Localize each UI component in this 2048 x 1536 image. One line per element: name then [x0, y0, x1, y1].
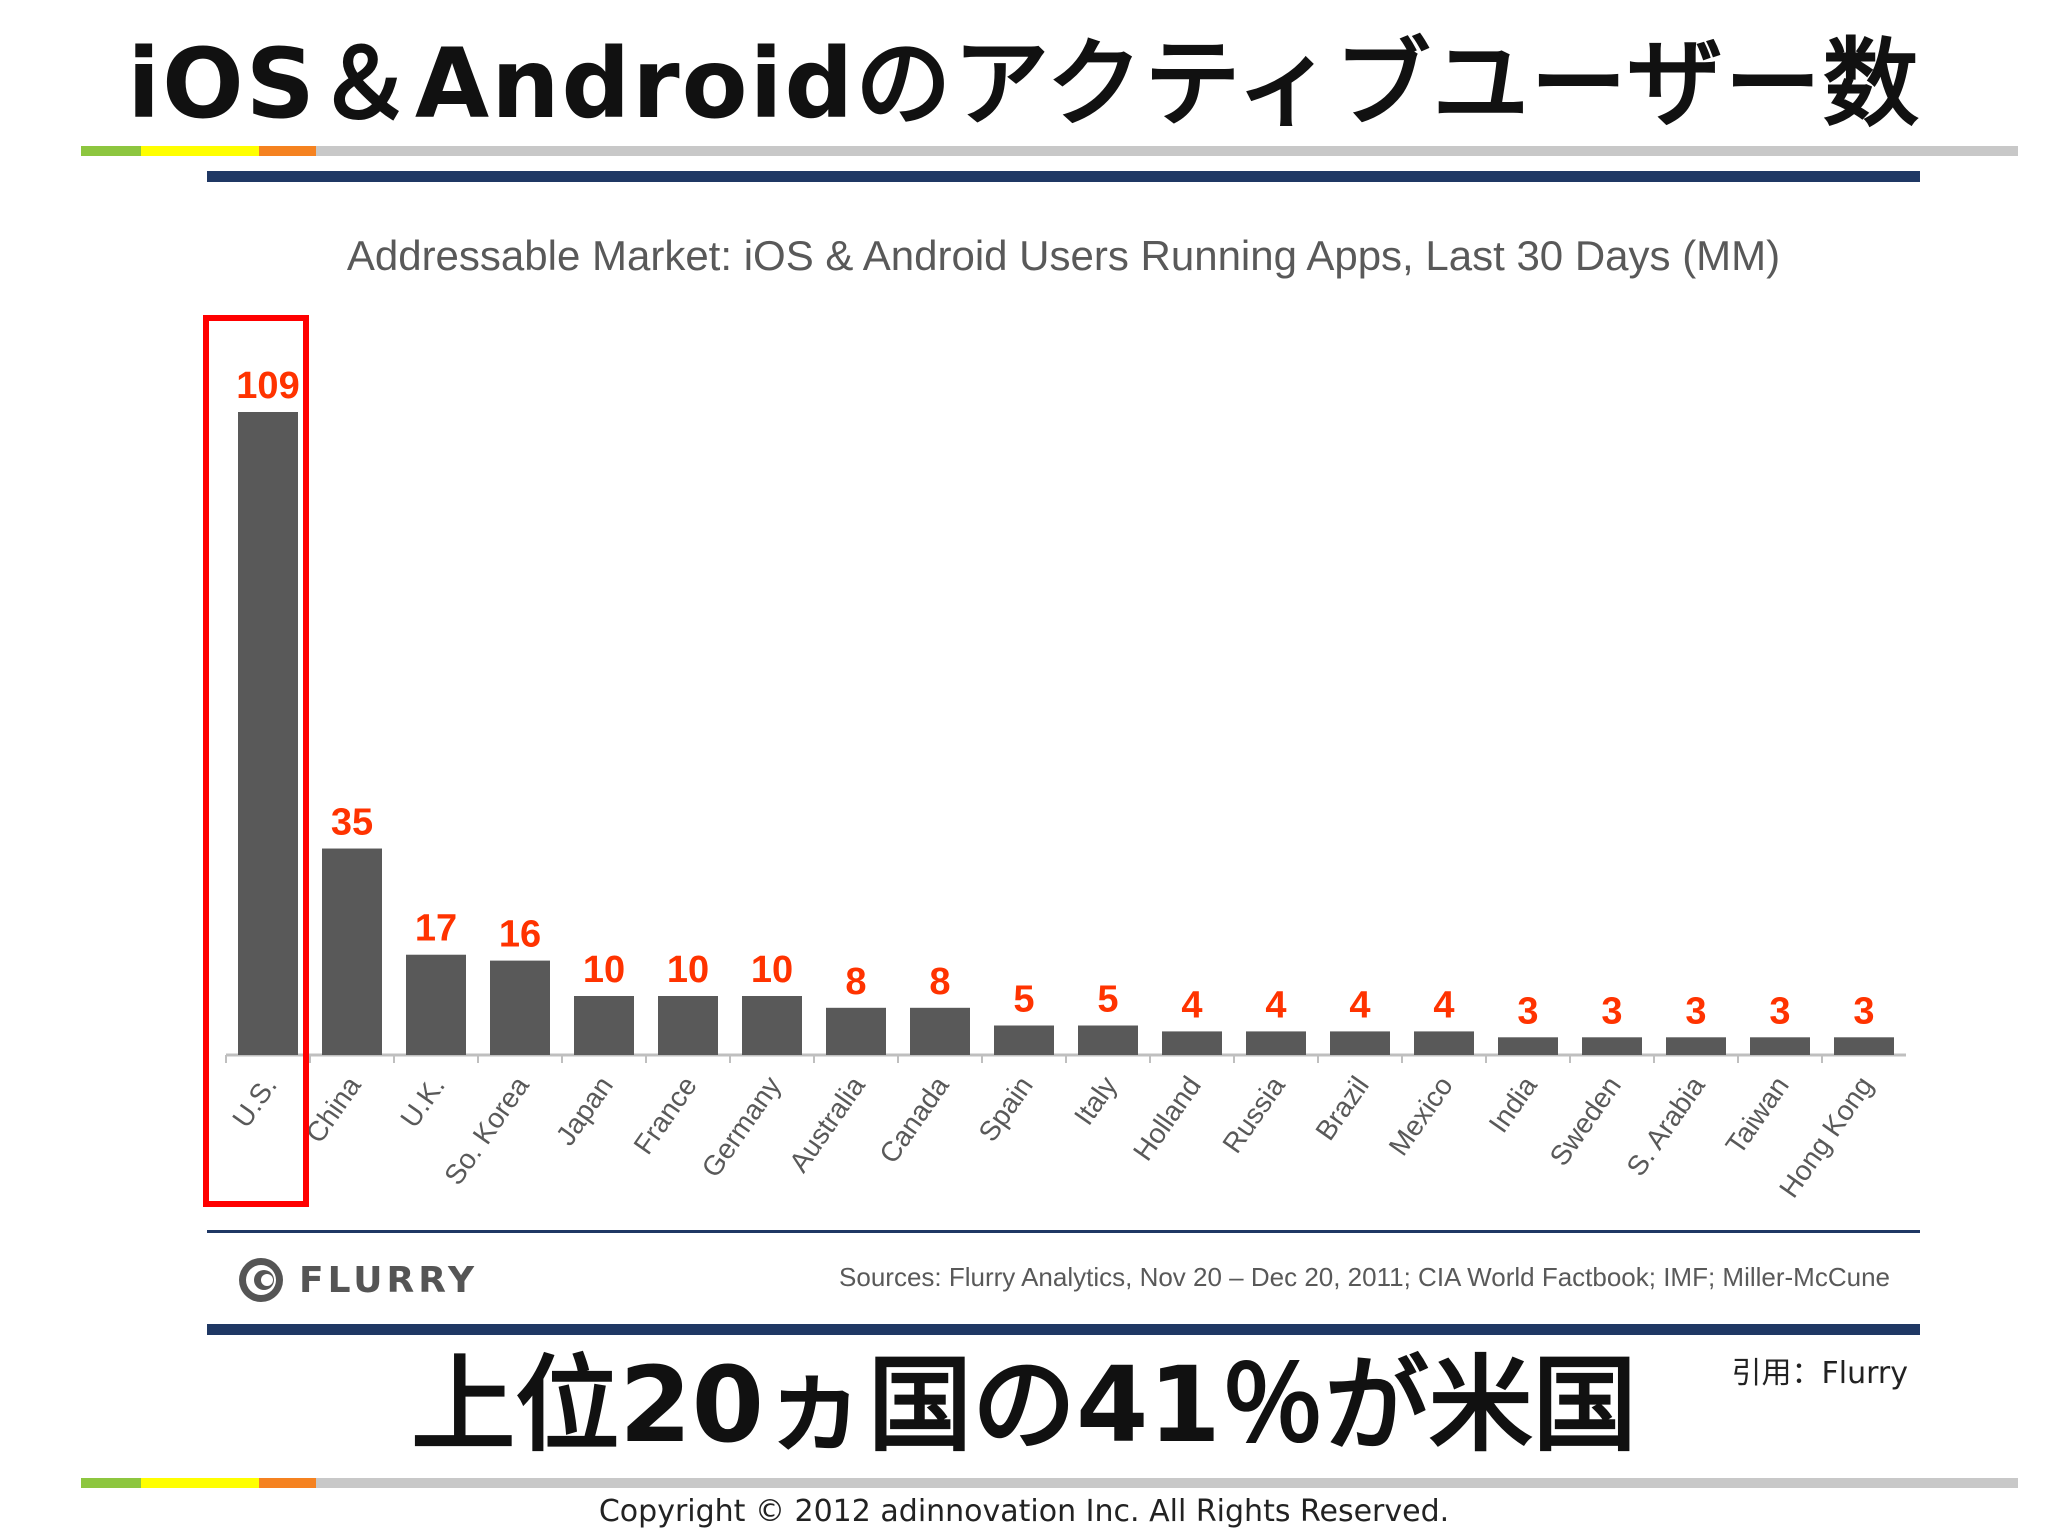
category-label: Holland: [1127, 1071, 1207, 1167]
data-label: 5: [1097, 979, 1118, 1021]
headline: 上位20ヵ国の41％が米国: [411, 1344, 1637, 1466]
data-label: 4: [1181, 984, 1202, 1026]
data-label: 16: [499, 914, 541, 956]
bar-taiwan: [1750, 1037, 1810, 1055]
data-label: 10: [751, 949, 793, 991]
bar-holland: [1162, 1031, 1222, 1055]
bar-australia: [826, 1007, 886, 1055]
data-label: 109: [236, 365, 299, 407]
data-label: 17: [415, 908, 457, 950]
data-label: 8: [929, 961, 950, 1003]
data-label: 35: [331, 802, 373, 844]
flurry-swirl-icon: [239, 1258, 283, 1302]
citation: 引用：Flurry: [1731, 1356, 1909, 1391]
category-label: Canada: [873, 1070, 955, 1168]
flurry-logo-text: FLURRY: [299, 1259, 479, 1301]
chart-title: Addressable Market: iOS & Android Users …: [346, 232, 1781, 279]
category-label: Sweden: [1543, 1071, 1626, 1172]
data-label: 5: [1013, 979, 1034, 1021]
bar-india: [1498, 1037, 1558, 1055]
data-label: 4: [1265, 984, 1286, 1026]
data-label: 10: [667, 949, 709, 991]
data-label: 8: [845, 961, 866, 1003]
data-label: 3: [1853, 990, 1874, 1032]
bar-germany: [742, 996, 802, 1055]
category-label: France: [628, 1071, 703, 1160]
bar-brazil: [1330, 1031, 1390, 1055]
category-label: India: [1483, 1070, 1543, 1138]
bar-japan: [574, 996, 634, 1055]
bar-russia: [1246, 1031, 1306, 1055]
figure-top-rule: [207, 171, 1920, 182]
data-label: 4: [1433, 984, 1454, 1026]
slide-title: iOS＆Androidのアクティブユーザー数: [127, 28, 1921, 140]
category-label: Italy: [1068, 1071, 1123, 1131]
bar-sweden: [1582, 1037, 1642, 1055]
figure-bottom-rule: [207, 1324, 1920, 1335]
deco-bar-green: [81, 146, 141, 156]
data-label: 3: [1685, 990, 1706, 1032]
category-label: Mexico: [1383, 1071, 1459, 1161]
bar-so-korea: [490, 960, 550, 1055]
bar-hong-kong: [1834, 1037, 1894, 1055]
category-label: Spain: [972, 1071, 1038, 1147]
category-label: China: [300, 1070, 368, 1148]
bar-france: [658, 996, 718, 1055]
deco-bar-green-bottom: [81, 1478, 141, 1488]
data-label: 10: [583, 949, 625, 991]
copyright: Copyright © 2012 adinnovation Inc. All R…: [598, 1494, 1450, 1529]
data-label: 4: [1349, 984, 1370, 1026]
deco-bar-orange-bottom: [259, 1478, 316, 1488]
deco-bar-yellow-bottom: [141, 1478, 259, 1488]
deco-bar-gray-bottom: [316, 1478, 2018, 1488]
bar-italy: [1078, 1025, 1138, 1055]
data-label: 3: [1601, 990, 1622, 1032]
deco-bar-orange: [259, 146, 316, 156]
bar-u-s: [238, 412, 298, 1055]
category-label: S. Arabia: [1620, 1070, 1711, 1181]
bar-s-arabia: [1666, 1037, 1726, 1055]
data-label: 3: [1769, 990, 1790, 1032]
category-label: U.K.: [394, 1071, 451, 1133]
deco-bar-yellow: [141, 146, 259, 156]
category-label: So. Korea: [438, 1070, 535, 1190]
category-label: Australia: [783, 1070, 871, 1177]
sources-note: Sources: Flurry Analytics, Nov 20 – Dec …: [839, 1262, 1890, 1292]
data-label: 3: [1517, 990, 1538, 1032]
flurry-logo: FLURRY: [237, 1253, 478, 1307]
category-label: Japan: [550, 1071, 619, 1151]
us-highlight-box: [203, 315, 309, 1207]
category-label: Russia: [1216, 1070, 1291, 1158]
bar-china: [322, 848, 382, 1055]
bar-u-k: [406, 954, 466, 1055]
bar-spain: [994, 1025, 1054, 1055]
deco-bar-gray: [316, 146, 2018, 156]
figure-divider-rule: [207, 1230, 1920, 1233]
category-label: Brazil: [1309, 1071, 1375, 1146]
category-label: Germany: [695, 1071, 786, 1183]
category-label: Taiwan: [1720, 1071, 1795, 1160]
bar-canada: [910, 1007, 970, 1055]
bar-mexico: [1414, 1031, 1474, 1055]
